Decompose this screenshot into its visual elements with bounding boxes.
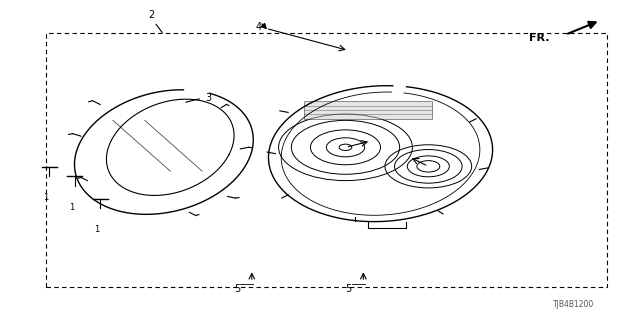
- Text: TJB4B1200: TJB4B1200: [553, 300, 594, 309]
- Text: 1: 1: [94, 225, 100, 234]
- Text: 2: 2: [148, 11, 154, 20]
- Text: 4: 4: [255, 22, 261, 32]
- Text: 5: 5: [234, 284, 241, 294]
- FancyBboxPatch shape: [304, 101, 431, 119]
- Text: 1: 1: [69, 203, 74, 212]
- Text: 3: 3: [205, 93, 211, 103]
- Text: FR.: FR.: [529, 33, 549, 43]
- Text: 5: 5: [346, 284, 352, 294]
- Text: 1: 1: [44, 193, 49, 202]
